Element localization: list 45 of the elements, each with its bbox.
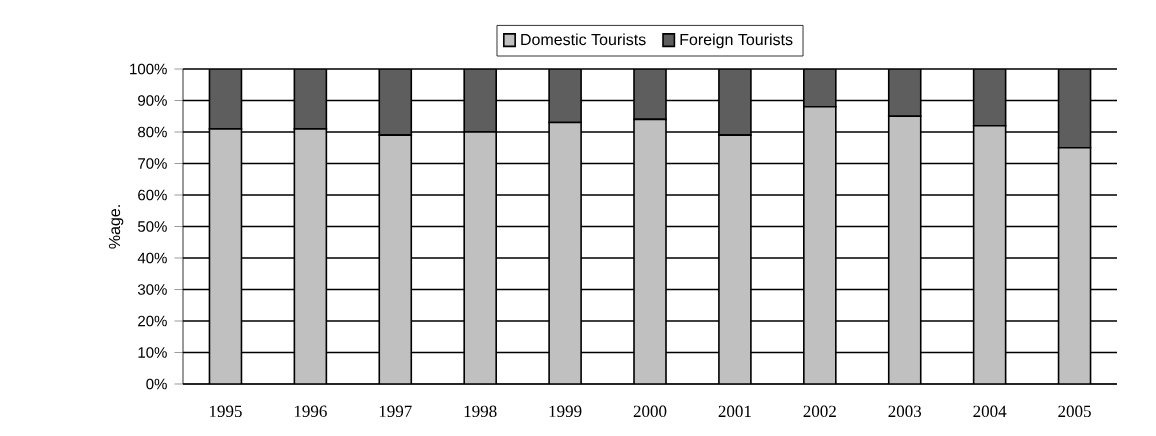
y-tick-label: 100% (130, 63, 167, 75)
bar (887, 115, 922, 384)
y-tick-label: 40% (137, 252, 167, 264)
x-tick-label: 1997 (379, 405, 412, 418)
bar (378, 134, 413, 384)
legend-label: Foreign Tourists (680, 33, 793, 49)
x-tick-label: 2004 (973, 405, 1007, 418)
bar (548, 69, 582, 124)
y-tick-label: 10% (138, 347, 167, 358)
x-tick-label: 1999 (549, 405, 582, 418)
y-tick-label: 60% (138, 189, 167, 201)
y-tick-label: 90% (138, 95, 167, 106)
bar (293, 128, 328, 384)
bar (718, 69, 752, 136)
bar (463, 69, 497, 133)
y-axis-title: %age. (108, 205, 124, 249)
legend-label: Domestic Tourists (521, 33, 646, 46)
bar (293, 69, 328, 130)
y-tick-label: 70% (138, 158, 167, 169)
bar (803, 106, 837, 384)
bar (633, 118, 667, 384)
y-tick-label: 30% (137, 284, 167, 295)
y-tick-label: 50% (137, 221, 167, 232)
x-tick-label: 2001 (718, 405, 751, 418)
bar (463, 131, 497, 384)
x-tick-label: 1996 (294, 405, 327, 418)
x-tick-label: 2003 (888, 405, 922, 418)
y-tick-label: 0% (146, 378, 167, 390)
bar (548, 121, 582, 384)
bar (208, 69, 243, 130)
bar (378, 69, 413, 136)
y-tick-label: 80% (138, 126, 167, 138)
x-tick-label: 2002 (803, 405, 836, 418)
x-tick-label: 1998 (464, 405, 497, 418)
x-tick-label: 2000 (633, 405, 667, 418)
bar (208, 128, 243, 384)
bar (1057, 146, 1092, 384)
bar (718, 134, 752, 384)
y-tick-label: 20% (138, 315, 167, 327)
bar (1057, 69, 1092, 149)
x-tick-label: 2005 (1058, 405, 1091, 418)
bar (972, 69, 1007, 127)
bar (633, 69, 667, 121)
bar (972, 124, 1007, 384)
x-tick-label: 1995 (209, 405, 242, 418)
